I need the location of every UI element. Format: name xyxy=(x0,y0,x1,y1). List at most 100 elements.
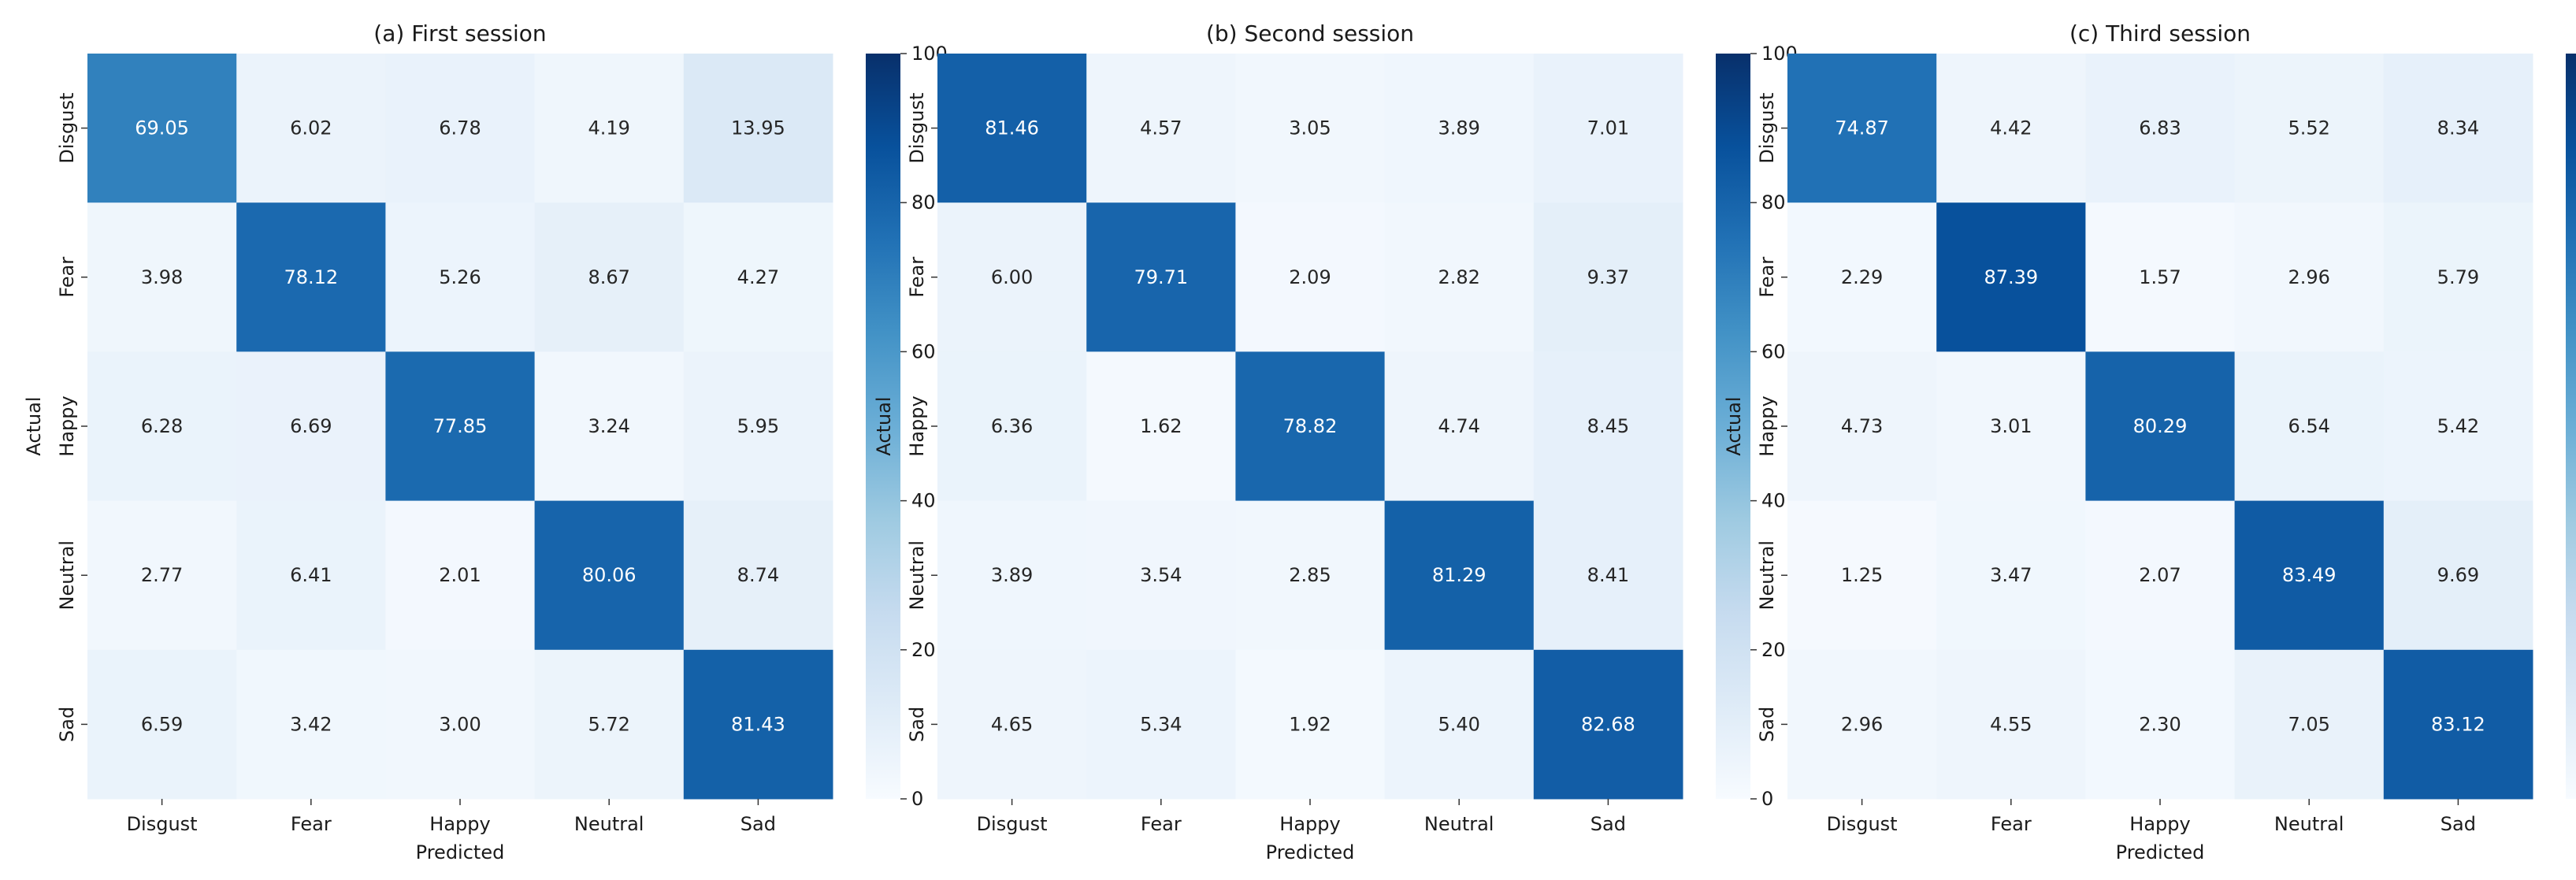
x-tick-label: Sad xyxy=(2441,813,2476,835)
heatmap-cell xyxy=(1533,500,1683,651)
y-tick-label: Happy xyxy=(1756,395,1778,456)
heatmap-cell xyxy=(1384,649,1535,800)
heatmap-cell xyxy=(937,202,1087,352)
heatmap-cell xyxy=(1533,54,1683,203)
x-axis-label: Predicted xyxy=(2116,841,2205,863)
heatmap-cell xyxy=(1533,649,1683,800)
cell-value-label: 1.92 xyxy=(1289,713,1331,735)
cell-value-label: 2.82 xyxy=(1438,266,1479,288)
cell-value-label: 6.00 xyxy=(991,266,1033,288)
cell-value-label: 81.29 xyxy=(1432,564,1487,586)
heatmap-cell xyxy=(2085,202,2236,352)
cell-value-label: 4.55 xyxy=(1990,713,2032,735)
heatmap-cell xyxy=(1086,649,1236,800)
heatmap-cell xyxy=(937,54,1087,203)
colorbar-tick-label: 20 xyxy=(1761,639,1786,661)
heatmap-cell xyxy=(1787,649,1937,800)
heatmap-cell xyxy=(2234,202,2385,352)
heatmap-cell xyxy=(1235,202,1386,352)
heatmap-cell xyxy=(683,54,833,203)
cell-value-label: 2.96 xyxy=(2288,266,2329,288)
cell-value-label: 3.05 xyxy=(1289,117,1331,139)
colorbar-tick-label: 40 xyxy=(911,490,936,512)
heatmap-cell xyxy=(236,500,386,651)
cell-value-label: 9.69 xyxy=(2437,564,2479,586)
cell-value-label: 5.40 xyxy=(1438,713,1479,735)
heatmap-cell xyxy=(87,351,237,502)
cell-value-label: 81.43 xyxy=(731,713,785,735)
cell-value-label: 6.59 xyxy=(141,713,183,735)
cell-value-label: 2.09 xyxy=(1289,266,1331,288)
x-tick-label: Neutral xyxy=(2274,813,2344,835)
cell-value-label: 7.05 xyxy=(2288,713,2329,735)
heatmap-cell xyxy=(1235,649,1386,800)
heatmap-cell xyxy=(2234,649,2385,800)
y-axis-label: Actual xyxy=(23,396,45,455)
colorbar xyxy=(866,54,900,799)
colorbar xyxy=(1716,54,1750,799)
cell-value-label: 6.41 xyxy=(290,564,332,586)
colorbar-tick-label: 0 xyxy=(1761,788,1773,810)
heatmap-cell xyxy=(1787,202,1937,352)
heatmap-cell xyxy=(2383,649,2533,800)
x-tick-label: Neutral xyxy=(574,813,644,835)
heatmap-cell xyxy=(1936,202,2086,352)
heatmap-cell xyxy=(236,351,386,502)
heatmap-cell xyxy=(534,500,685,651)
cell-value-label: 5.95 xyxy=(737,415,779,437)
panel-title: (c) Third session xyxy=(2069,20,2251,46)
y-tick-label: Disgust xyxy=(1756,93,1778,164)
cell-value-label: 82.68 xyxy=(1581,713,1635,735)
heatmap-cell xyxy=(87,649,237,800)
heatmap-cell xyxy=(2085,351,2236,502)
cell-value-label: 78.12 xyxy=(284,266,338,288)
heatmap-cell xyxy=(937,500,1087,651)
heatmap-cell xyxy=(1086,500,1236,651)
heatmap-cell xyxy=(1086,351,1236,502)
heatmap-cell xyxy=(683,649,833,800)
cell-value-label: 83.12 xyxy=(2431,713,2485,735)
heatmap-cell xyxy=(937,351,1087,502)
cell-value-label: 4.57 xyxy=(1140,117,1182,139)
heatmap-cell xyxy=(385,202,536,352)
colorbar-tick-label: 0 xyxy=(911,788,923,810)
cell-value-label: 9.37 xyxy=(1587,266,1629,288)
cell-value-label: 5.42 xyxy=(2437,415,2479,437)
cell-value-label: 78.82 xyxy=(1283,415,1338,437)
heatmap-cell xyxy=(1787,351,1937,502)
cell-value-label: 81.46 xyxy=(985,117,1039,139)
x-tick-label: Sad xyxy=(1591,813,1626,835)
y-tick-label: Disgust xyxy=(906,93,928,164)
cell-value-label: 87.39 xyxy=(1984,266,2038,288)
cell-value-label: 3.01 xyxy=(1990,415,2032,437)
heatmap-cell xyxy=(534,54,685,203)
colorbar-tick-label: 80 xyxy=(1761,191,1786,214)
heatmap-cell xyxy=(2383,54,2533,203)
colorbar-tick-label: 20 xyxy=(911,639,936,661)
cell-value-label: 13.95 xyxy=(731,117,785,139)
heatmap-cell xyxy=(2085,649,2236,800)
cell-value-label: 8.34 xyxy=(2437,117,2479,139)
heatmap-cell xyxy=(1533,351,1683,502)
heatmap-cell xyxy=(2383,351,2533,502)
heatmap-cell xyxy=(683,202,833,352)
heatmap-cell xyxy=(385,351,536,502)
cell-value-label: 5.34 xyxy=(1140,713,1182,735)
y-tick-label: Neutral xyxy=(56,540,78,611)
cell-value-label: 3.24 xyxy=(588,415,629,437)
x-tick-label: Fear xyxy=(1991,813,2032,835)
cell-value-label: 6.28 xyxy=(141,415,183,437)
heatmap-cell xyxy=(2383,202,2533,352)
x-tick-label: Happy xyxy=(2129,813,2190,835)
heatmap-cell xyxy=(1086,202,1236,352)
panel-title: (a) First session xyxy=(373,20,546,46)
cell-value-label: 83.49 xyxy=(2282,564,2337,586)
x-tick-label: Disgust xyxy=(1827,813,1898,835)
heatmap-cell xyxy=(385,54,536,203)
cell-value-label: 3.47 xyxy=(1990,564,2032,586)
x-axis-label: Predicted xyxy=(416,841,505,863)
heatmap-cell xyxy=(937,649,1087,800)
cell-value-label: 4.42 xyxy=(1990,117,2032,139)
colorbar-tick-label: 40 xyxy=(1761,490,1786,512)
